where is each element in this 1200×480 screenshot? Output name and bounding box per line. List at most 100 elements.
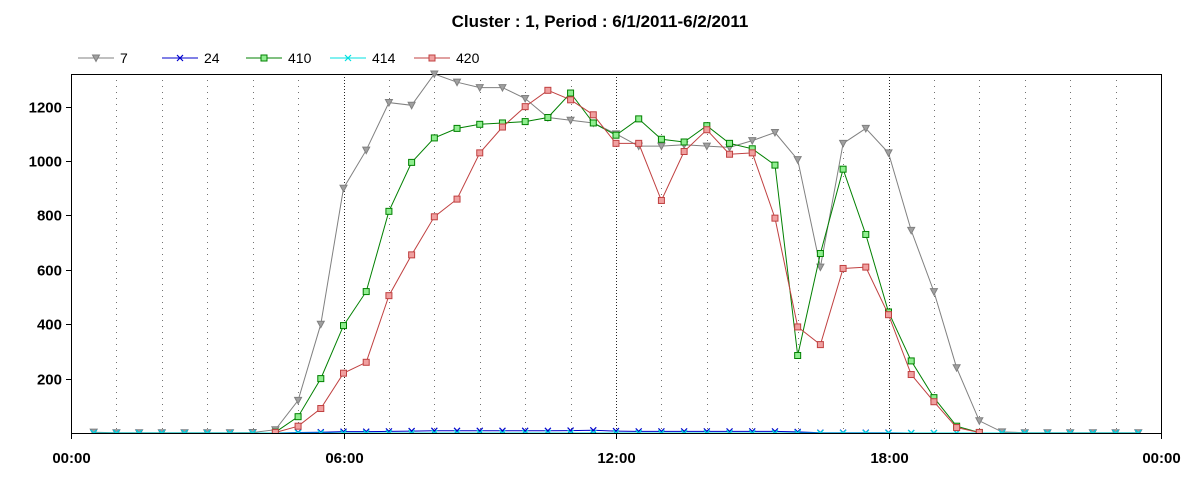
- legend-marker: [91, 54, 101, 63]
- data-point-24: [794, 428, 802, 433]
- data-point-414: [885, 429, 892, 433]
- legend-label: 410: [288, 50, 312, 66]
- data-point-410: [771, 161, 779, 169]
- data-point-420: [907, 371, 915, 379]
- series-410: [271, 89, 983, 433]
- legend-item-410: 410: [246, 48, 330, 68]
- x-tick-label: 00:00: [52, 450, 90, 467]
- y-tick-label: 400: [37, 317, 62, 334]
- data-point-420: [748, 149, 756, 157]
- legend-swatch-icon: [414, 54, 450, 62]
- data-point-410: [362, 288, 370, 296]
- legend-marker: [428, 54, 436, 62]
- data-point-24: [362, 428, 370, 433]
- legend-marker: [344, 54, 352, 62]
- data-point-420: [408, 251, 416, 259]
- data-point-414: [998, 429, 1006, 433]
- legend-label: 414: [372, 50, 396, 66]
- data-point-414: [816, 429, 824, 433]
- x-tick-label: 18:00: [870, 450, 908, 467]
- data-point-7: [657, 142, 666, 151]
- data-point-7: [498, 84, 507, 93]
- series-24: [90, 426, 1142, 433]
- data-point-420: [975, 428, 983, 433]
- legend-swatch-icon: [162, 54, 198, 62]
- data-point-420: [340, 369, 347, 377]
- data-point-7: [747, 137, 757, 146]
- x-tick-label: 00:00: [1142, 450, 1180, 467]
- data-point-7: [838, 139, 848, 148]
- data-point-414: [294, 429, 302, 433]
- data-point-414: [1066, 429, 1074, 433]
- data-point-420: [453, 195, 461, 203]
- data-point-7: [906, 226, 916, 235]
- data-point-7: [407, 101, 416, 110]
- data-point-414: [408, 429, 416, 433]
- data-point-410: [907, 357, 915, 365]
- data-point-414: [158, 429, 166, 433]
- data-point-410: [385, 207, 393, 215]
- y-tick-label: 600: [37, 263, 62, 280]
- data-point-414: [90, 429, 98, 433]
- data-point-414: [385, 429, 393, 433]
- data-point-410: [317, 375, 325, 383]
- data-point-7: [566, 116, 575, 125]
- chart-legend: 7 24 410 414 420: [78, 48, 498, 68]
- y-tick-label: 800: [37, 208, 62, 225]
- data-point-420: [589, 111, 597, 119]
- legend-item-414: 414: [330, 48, 414, 68]
- chart-title: Cluster : 1, Period : 6/1/2011-6/2/2011: [451, 12, 749, 31]
- data-point-420: [839, 264, 847, 272]
- data-point-410: [476, 120, 484, 128]
- data-point-410: [589, 119, 597, 127]
- data-point-414: [1134, 429, 1142, 433]
- data-point-420: [317, 405, 325, 413]
- data-point-414: [1112, 429, 1120, 433]
- series-line-7: [93, 73, 1139, 433]
- data-point-410: [635, 115, 643, 123]
- data-point-420: [816, 341, 824, 349]
- data-point-420: [362, 358, 370, 366]
- legend-swatch-icon: [78, 54, 114, 63]
- data-point-24: [771, 427, 779, 433]
- data-point-414: [907, 429, 915, 433]
- data-point-414: [340, 429, 347, 433]
- data-point-410: [453, 124, 461, 132]
- data-point-410: [839, 165, 847, 173]
- data-point-414: [930, 429, 938, 433]
- series-line-420: [275, 89, 980, 433]
- x-tick-label: 12:00: [597, 450, 635, 467]
- data-point-410: [794, 351, 802, 359]
- data-point-420: [635, 139, 643, 147]
- data-point-420: [930, 398, 938, 406]
- data-point-7: [520, 94, 530, 104]
- data-point-414: [1021, 429, 1029, 433]
- data-point-7: [770, 128, 780, 138]
- data-point-420: [885, 311, 892, 319]
- data-point-410: [816, 250, 824, 257]
- data-point-410: [680, 138, 688, 146]
- data-point-7: [361, 146, 371, 155]
- data-point-414: [249, 429, 257, 433]
- data-point-414: [181, 429, 188, 433]
- data-point-7: [702, 142, 712, 151]
- data-point-7: [974, 417, 984, 426]
- data-point-24: [385, 427, 393, 433]
- series-7: [89, 70, 1143, 433]
- data-point-414: [1089, 429, 1097, 433]
- legend-item-420: 420: [414, 48, 498, 68]
- data-point-420: [703, 126, 711, 134]
- data-point-410: [612, 131, 620, 139]
- data-point-420: [953, 424, 961, 432]
- data-point-420: [794, 323, 802, 331]
- data-point-410: [430, 134, 438, 142]
- data-point-410: [657, 135, 665, 143]
- data-point-7: [475, 84, 485, 93]
- data-point-420: [544, 86, 552, 94]
- data-point-24: [340, 428, 347, 433]
- data-point-420: [771, 214, 779, 222]
- data-point-7: [952, 364, 961, 373]
- data-point-414: [362, 429, 370, 433]
- data-point-24: [726, 427, 733, 433]
